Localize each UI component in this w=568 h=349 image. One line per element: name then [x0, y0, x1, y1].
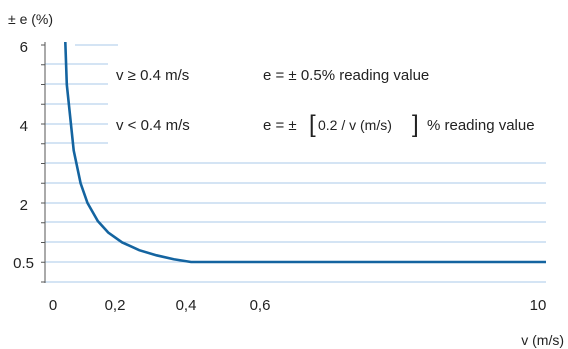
x-tick-label-0: 0	[49, 297, 57, 314]
y-tick-label-6: 6	[20, 39, 28, 56]
annotation-formula-low-prefix: e = ±	[263, 117, 297, 134]
error-curve	[64, 41, 546, 264]
y-minor-ticks	[41, 44, 45, 283]
annotation-formula-low-inner: 0.2 / v (m/s)	[318, 117, 392, 133]
y-tick-label-2: 2	[20, 197, 28, 214]
annotation-condition-high: v ≥ 0.4 m/s	[116, 67, 189, 84]
x-tick-label-0-4: 0,4	[176, 297, 197, 314]
x-axis-label: v (m/s)	[521, 332, 564, 348]
y-tick-label-0-5: 0.5	[13, 255, 34, 272]
x-tick-label-0-6: 0,6	[250, 297, 271, 314]
annotation-condition-low: v < 0.4 m/s	[116, 117, 190, 134]
x-tick-label-10: 10	[530, 297, 547, 314]
annotation-formula-low-suffix: % reading value	[427, 117, 535, 134]
y-tick-label-4: 4	[20, 118, 28, 135]
annotation-formula-high: e = ± 0.5% reading value	[263, 67, 429, 84]
x-tick-label-0-2: 0,2	[105, 297, 126, 314]
y-axis-label: ± e (%)	[8, 11, 53, 27]
annotation-bracket-open: [	[309, 111, 316, 138]
grid-lines	[45, 44, 546, 283]
annotation-bracket-close: ]	[412, 111, 419, 138]
